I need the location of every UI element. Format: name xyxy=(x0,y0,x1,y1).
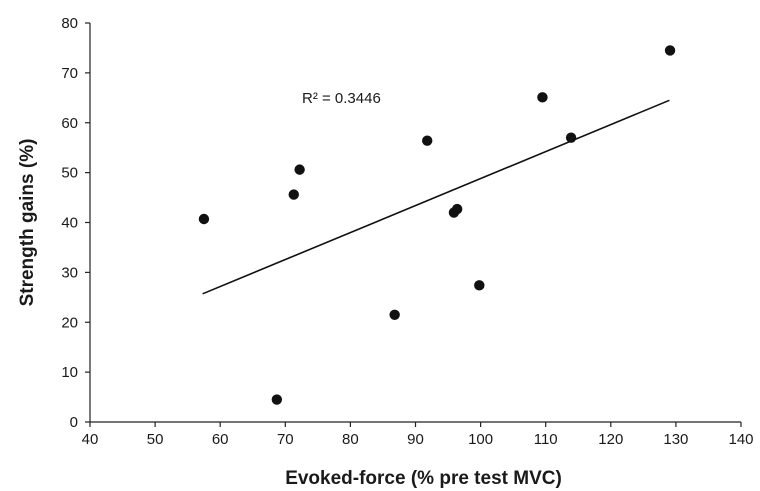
y-axis-ticks: 0 10 20 30 40 50 60 70 80 xyxy=(61,15,90,431)
x-axis-label: Evoked-force (% pre test MVC) xyxy=(285,468,562,489)
y-tick-label: 80 xyxy=(61,15,78,32)
y-tick-label: 20 xyxy=(61,314,78,331)
y-tick-label: 10 xyxy=(61,364,78,381)
data-point xyxy=(288,189,299,200)
x-tick-label: 130 xyxy=(663,431,688,448)
trendline xyxy=(202,99,670,295)
x-tick-label: 50 xyxy=(147,431,164,448)
data-point xyxy=(271,394,283,405)
data-point xyxy=(294,164,305,175)
data-point xyxy=(198,213,210,225)
data-point xyxy=(474,280,485,291)
data-point xyxy=(389,309,400,320)
y-tick-label: 70 xyxy=(61,65,78,82)
data-point xyxy=(565,132,577,143)
y-tick-label: 30 xyxy=(61,264,78,281)
y-tick-label: 50 xyxy=(61,165,78,182)
x-axis-ticks: 40 50 60 70 80 90 100 110 120 130 140 xyxy=(82,422,754,448)
y-axis-label: Strength gains (%) xyxy=(17,139,38,307)
x-tick-label: 40 xyxy=(82,431,99,448)
x-tick-label: 70 xyxy=(277,431,294,448)
data-point xyxy=(664,45,676,56)
y-tick-label: 60 xyxy=(61,115,78,132)
x-tick-label: 100 xyxy=(468,431,493,448)
data-point xyxy=(451,203,463,215)
x-tick-label: 140 xyxy=(728,431,753,448)
x-tick-label: 110 xyxy=(534,431,558,448)
data-point xyxy=(537,92,548,103)
data-points xyxy=(198,45,676,405)
y-tick-label: 40 xyxy=(61,215,78,232)
x-tick-label: 120 xyxy=(598,431,623,448)
x-tick-label: 80 xyxy=(342,431,359,448)
x-tick-label: 90 xyxy=(407,431,424,448)
y-tick-label: 0 xyxy=(70,414,78,431)
x-tick-label: 60 xyxy=(212,431,229,448)
data-point xyxy=(422,135,433,146)
r-squared-annotation: R² = 0.3446 xyxy=(302,90,381,107)
